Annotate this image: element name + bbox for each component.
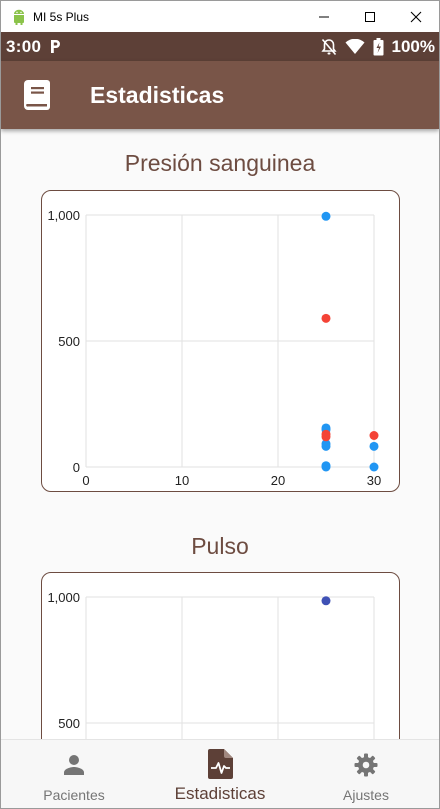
- data-point: [322, 432, 331, 441]
- minimize-button[interactable]: [301, 1, 347, 32]
- data-point: [322, 314, 331, 323]
- wifi-icon: [345, 39, 365, 55]
- window-titlebar: MI 5s Plus: [1, 1, 439, 32]
- minimize-icon: [318, 11, 330, 23]
- data-point: [370, 442, 379, 451]
- nav-label-ajustes: Ajustes: [343, 787, 389, 803]
- blood-pressure-title: Presión sanguinea: [1, 150, 439, 177]
- x-tick-label: 10: [175, 473, 189, 488]
- data-point: [370, 463, 379, 472]
- blood-pressure-chart: 0 500 1,000 0 10 20 30: [42, 191, 399, 491]
- page-title: Estadisticas: [90, 82, 224, 109]
- data-point: [322, 212, 331, 221]
- x-tick-label: 30: [367, 473, 381, 488]
- blood-pressure-chart-card: 0 500 1,000 0 10 20 30: [41, 190, 400, 492]
- nav-label-estadisticas: Estadisticas: [175, 784, 266, 804]
- nav-item-ajustes[interactable]: Ajustes: [293, 740, 439, 809]
- x-tick-label: 0: [82, 473, 89, 488]
- close-icon: [410, 11, 422, 23]
- maximize-button[interactable]: [347, 1, 393, 32]
- window-title: MI 5s Plus: [33, 10, 89, 24]
- app-bar: Estadisticas: [1, 61, 439, 129]
- status-time: 3:00: [6, 37, 41, 57]
- data-point: [322, 442, 331, 451]
- book-icon: [24, 80, 50, 110]
- gear-icon: [354, 753, 378, 777]
- nav-item-estadisticas[interactable]: Estadisticas: [147, 740, 293, 809]
- stats-icon: [208, 749, 233, 779]
- pulse-chart-card: 500 1,000: [41, 572, 400, 739]
- data-point: [370, 431, 379, 440]
- stats-content[interactable]: Presión sanguinea 0 500 1,000 0 10 20 30 Pulso…: [1, 129, 439, 739]
- battery-icon: [373, 38, 384, 56]
- data-point: [322, 596, 331, 605]
- y-tick-label: 500: [58, 334, 80, 349]
- maximize-icon: [364, 11, 376, 23]
- status-icons: 100%: [321, 32, 435, 61]
- android-icon: [12, 9, 26, 25]
- y-tick-label: 0: [73, 460, 80, 475]
- x-tick-label: 20: [271, 473, 285, 488]
- data-point: [322, 463, 331, 472]
- y-tick-label: 1,000: [47, 208, 80, 223]
- y-tick-label: 1,000: [47, 590, 80, 605]
- close-button[interactable]: [393, 1, 439, 32]
- pulse-chart: 500 1,000: [42, 573, 399, 739]
- pulse-title: Pulso: [1, 533, 439, 560]
- parking-icon: [48, 38, 62, 55]
- person-icon: [63, 754, 85, 776]
- battery-percent: 100%: [392, 37, 435, 57]
- status-bar: 3:00 100%: [1, 32, 439, 61]
- bottom-navigation: Pacientes Estadisticas: [1, 739, 439, 809]
- nav-item-pacientes[interactable]: Pacientes: [1, 740, 147, 809]
- y-tick-label: 500: [58, 716, 80, 731]
- nav-label-pacientes: Pacientes: [43, 787, 104, 803]
- notifications-off-icon: [321, 38, 337, 56]
